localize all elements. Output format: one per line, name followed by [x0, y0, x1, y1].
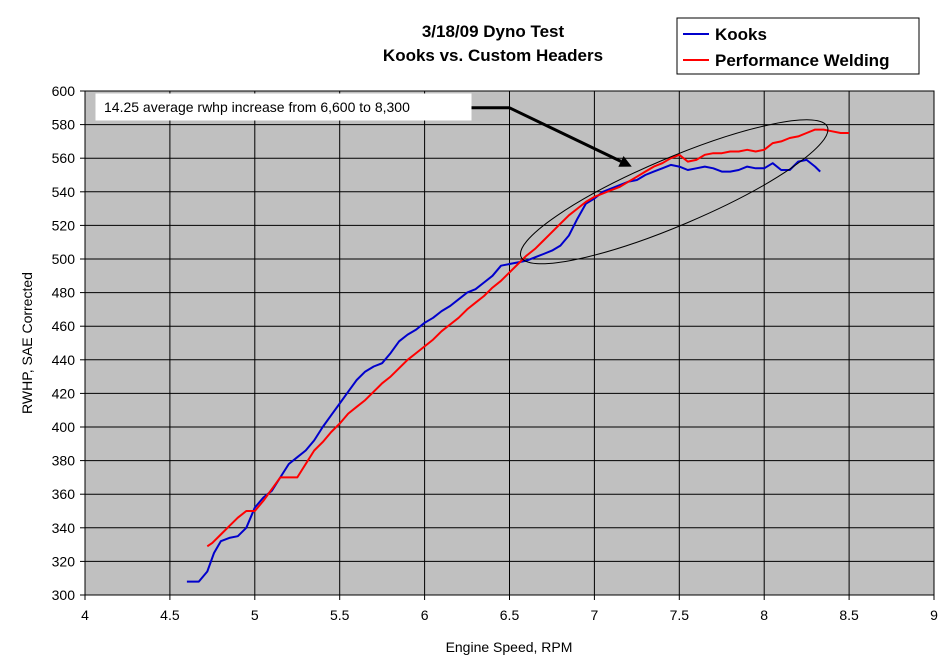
y-tick-label: 560: [52, 150, 76, 166]
y-tick-label: 300: [52, 587, 76, 603]
legend-box: [676, 17, 920, 75]
legend-label-performance-welding: Performance Welding: [715, 51, 889, 70]
y-tick-label: 580: [52, 117, 76, 133]
y-axis-title: RWHP, SAE Corrected: [19, 272, 35, 414]
annotation-arrow-head: [618, 155, 632, 167]
grid-layer: [85, 91, 934, 595]
x-tick-label: 7.5: [670, 607, 690, 623]
x-tick-label: 7: [591, 607, 599, 623]
annotation-label-box: [95, 93, 472, 121]
chart-subtitle: Kooks vs. Custom Headers: [383, 46, 603, 65]
y-tick-label: 500: [52, 251, 76, 267]
y-tick-label: 380: [52, 453, 76, 469]
legend: Kooks Performance Welding: [676, 17, 920, 75]
y-tick-label: 400: [52, 419, 76, 435]
x-tick-label: 5.5: [330, 607, 350, 623]
annotation-layer: 14.25 average rwhp increase from 6,600 t…: [95, 93, 829, 265]
x-axis-title: Engine Speed, RPM: [446, 639, 573, 655]
y-tick-label: 340: [52, 520, 76, 536]
x-tick-label: 6.5: [500, 607, 520, 623]
y-tick-label: 360: [52, 486, 76, 502]
y-tick-label: 440: [52, 352, 76, 368]
chart-title: 3/18/09 Dyno Test: [422, 22, 565, 41]
x-tick-label: 6: [421, 607, 429, 623]
y-tick-label: 540: [52, 184, 76, 200]
legend-label-kooks: Kooks: [715, 25, 767, 44]
y-tick-label: 520: [52, 217, 76, 233]
annotation-arrow-shaft: [508, 106, 622, 163]
ticks-layer: 300 320 340 360 380 400 420 440 460 480 500 520 540 5…: [52, 83, 938, 623]
x-tick-label: 9: [930, 607, 938, 623]
annotation-label: 14.25 average rwhp increase from 6,600 t…: [104, 99, 410, 115]
y-tick-label: 460: [52, 318, 76, 334]
x-tick-label: 4: [81, 607, 89, 623]
x-tick-label: 8.5: [839, 607, 859, 623]
y-tick-label: 420: [52, 385, 76, 401]
x-tick-label: 8: [760, 607, 768, 623]
y-tick-label: 600: [52, 83, 76, 99]
x-tick-label: 4.5: [160, 607, 180, 623]
y-tick-label: 480: [52, 285, 76, 301]
series-line-performance-welding: [206, 128, 850, 548]
series-layer: [186, 128, 850, 583]
x-tick-label: 5: [251, 607, 259, 623]
series-line-kooks: [186, 158, 821, 583]
annotation-ellipse: [519, 119, 829, 265]
y-tick-label: 320: [52, 553, 76, 569]
